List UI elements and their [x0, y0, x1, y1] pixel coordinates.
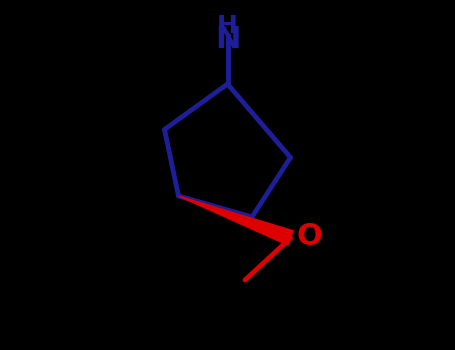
Polygon shape [178, 196, 293, 245]
Text: N: N [215, 25, 240, 54]
Text: H: H [217, 14, 238, 38]
Text: O: O [297, 222, 323, 251]
